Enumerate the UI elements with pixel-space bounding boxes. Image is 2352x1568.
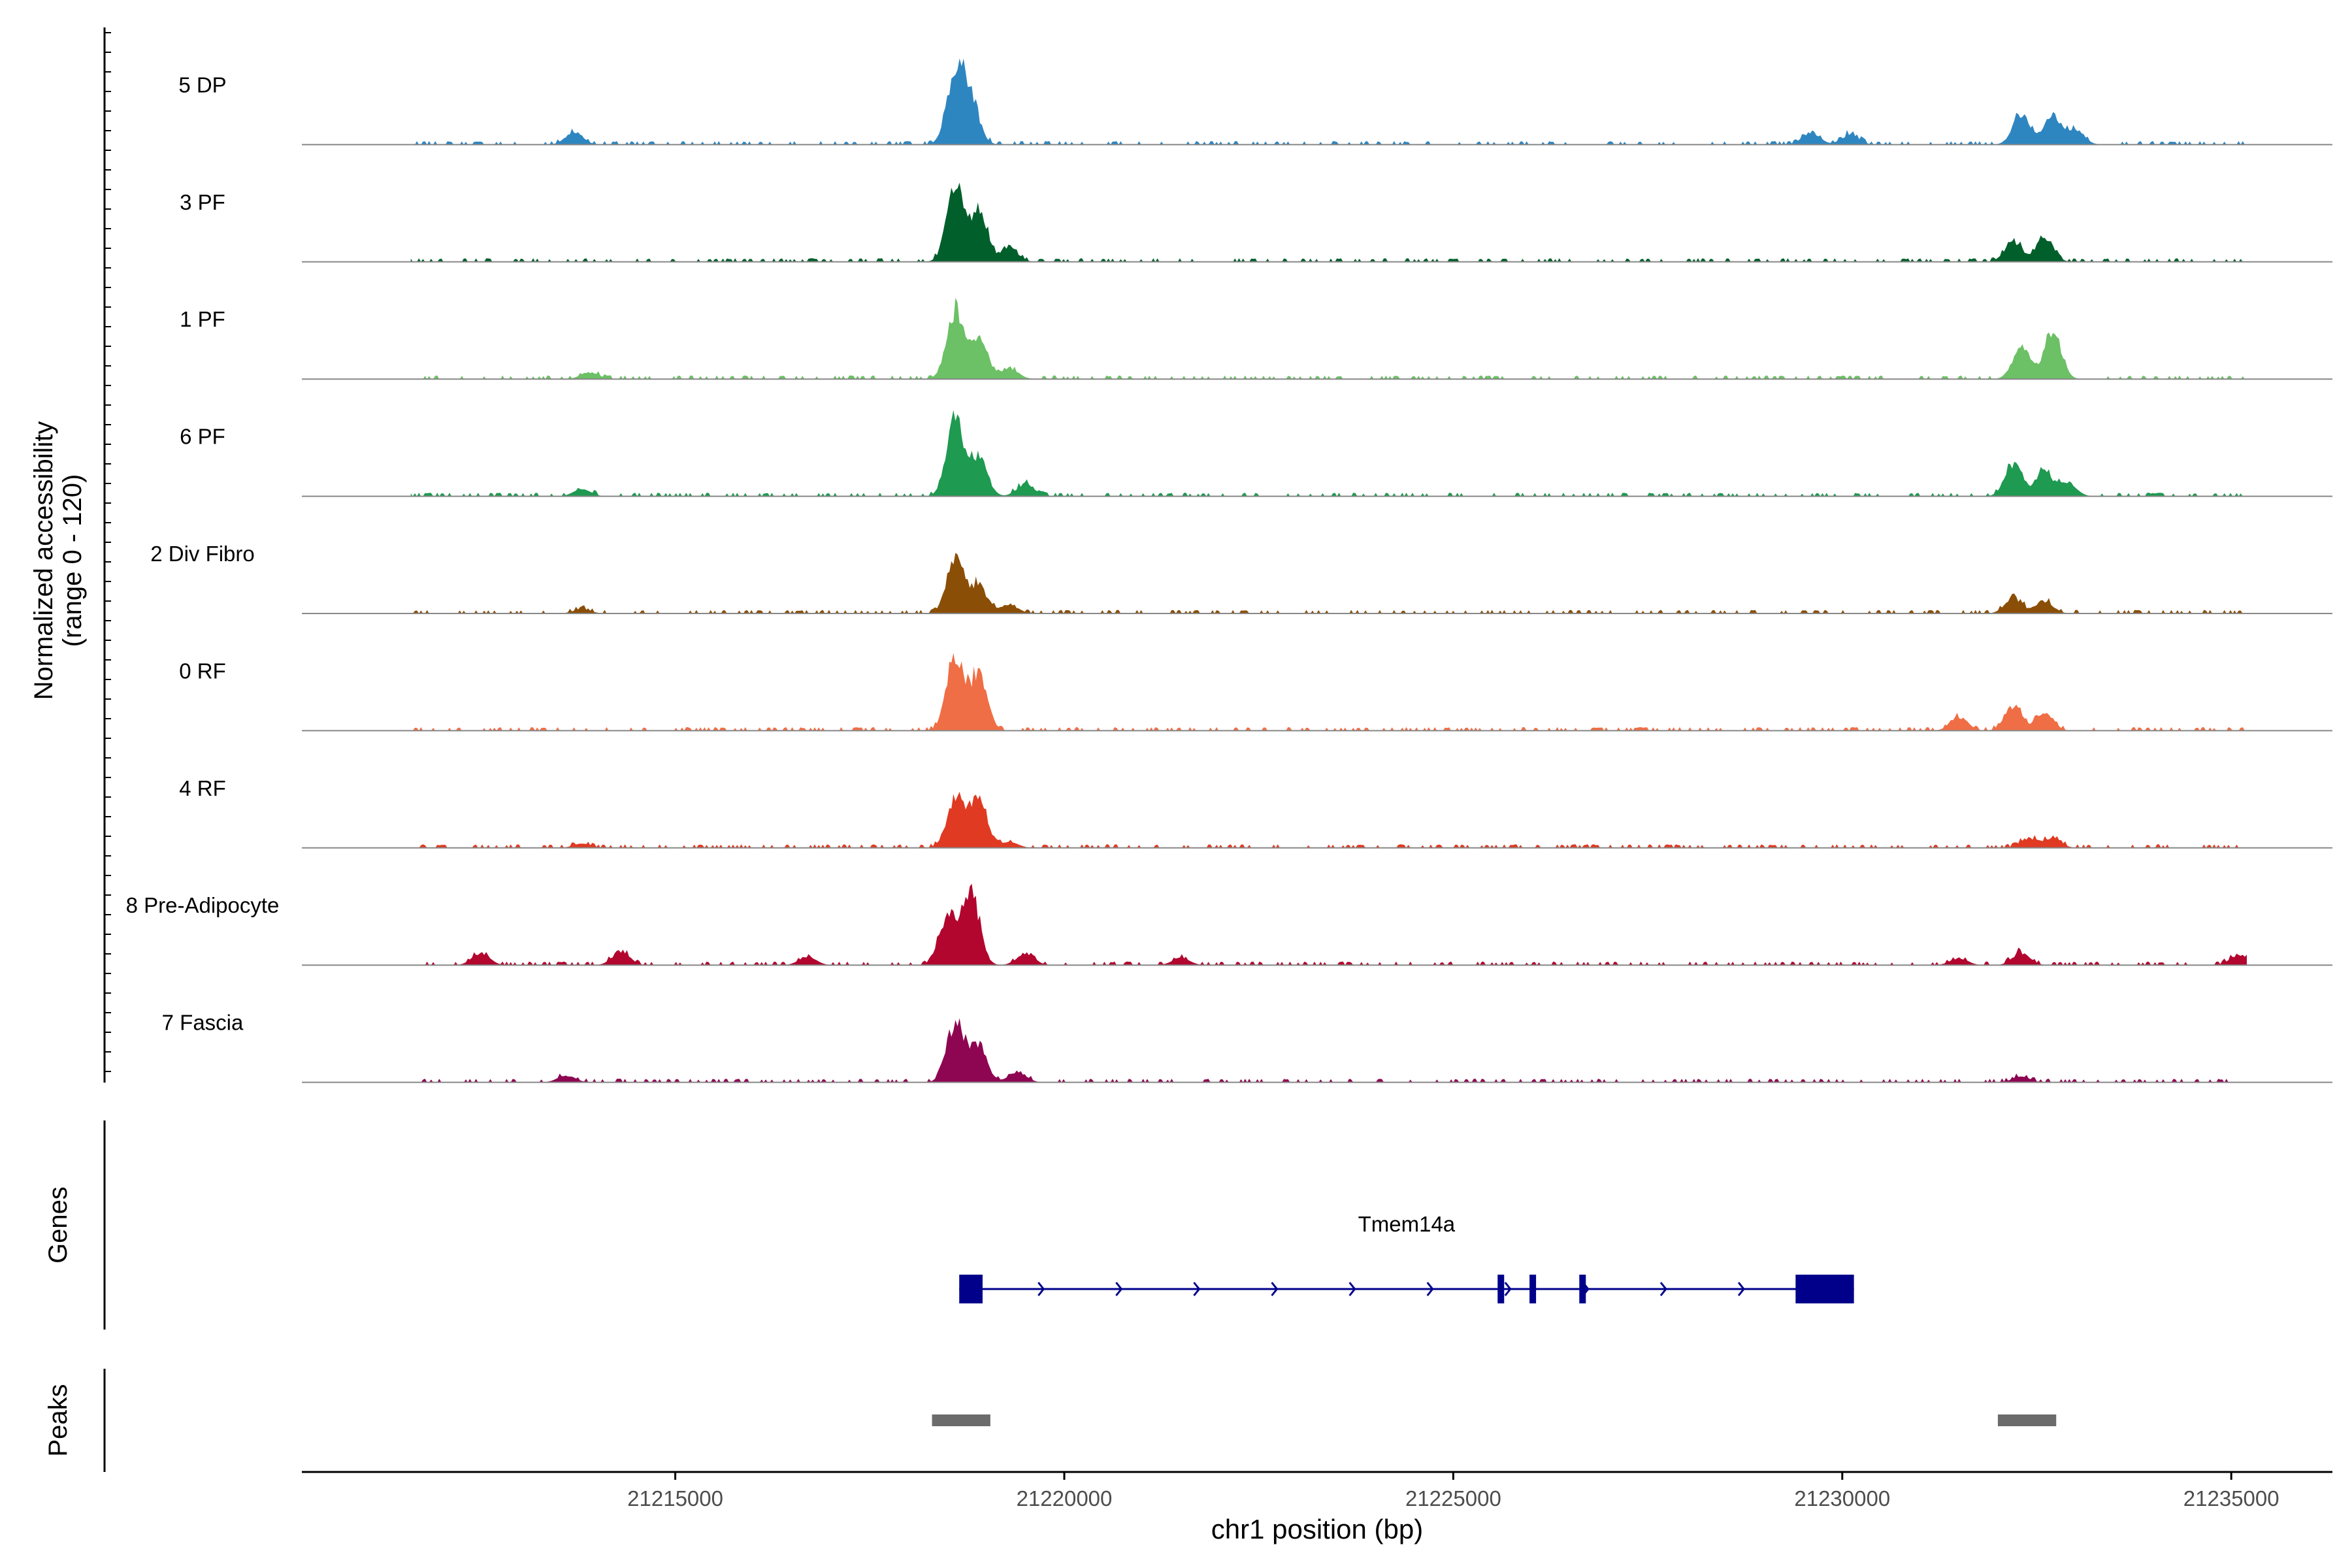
- genes-panel-label: Genes: [44, 1186, 73, 1264]
- strand-arrow: [1659, 1282, 1667, 1296]
- track-4-rf: 4 RF: [179, 776, 2332, 849]
- track-6-pf: 6 PF: [180, 410, 2332, 497]
- track-label: 1 PF: [180, 307, 225, 331]
- coverage-tracks: 5 DP 3 PF 1 PF 6 PF 2 Div Fibro 0 RF 4 RF 8 Pre…: [126, 58, 2332, 1083]
- strand-arrow: [1737, 1282, 1745, 1296]
- track-5-dp: 5 DP: [178, 58, 2332, 146]
- y-axis-sublabel: (range 0 - 120): [58, 474, 87, 647]
- strand-arrow: [1193, 1282, 1201, 1296]
- track-label: 7 Fascia: [162, 1011, 244, 1035]
- track-2-div-fibro: 2 Div Fibro: [150, 542, 2332, 614]
- gene-model: [959, 1275, 1854, 1303]
- y-axis-ticks: [105, 32, 111, 1072]
- track-3-pf: 3 PF: [180, 182, 2332, 263]
- gene-exon: [1497, 1275, 1505, 1303]
- strand-arrow: [1271, 1282, 1279, 1296]
- peak-region: [1997, 1414, 2057, 1426]
- peak-regions: [932, 1414, 2057, 1426]
- peak-region: [932, 1414, 990, 1426]
- gene-exon: [1579, 1275, 1586, 1303]
- coverage-area: [410, 58, 2247, 145]
- track-7-fascia: 7 Fascia: [162, 1011, 2332, 1083]
- coverage-area: [410, 653, 2247, 731]
- coverage-area: [410, 553, 2247, 613]
- x-axis-label: chr1 position (bp): [1211, 1514, 1424, 1544]
- x-tick-label: 21220000: [1017, 1486, 1113, 1511]
- y-axis-label: Normalized accessibility: [29, 421, 58, 700]
- x-tick-label: 21225000: [1405, 1486, 1501, 1511]
- gene-exon: [1795, 1275, 1854, 1303]
- gene-name-label: Tmem14a: [1358, 1212, 1456, 1236]
- track-label: 0 RF: [179, 659, 226, 683]
- coverage-area: [410, 883, 2247, 966]
- coverage-area: [410, 791, 2247, 848]
- peaks-panel-label: Peaks: [44, 1384, 73, 1456]
- coverage-area: [410, 410, 2247, 497]
- x-tick-label: 21235000: [2183, 1486, 2279, 1511]
- track-8-pre-adipocyte: 8 Pre-Adipocyte: [126, 883, 2332, 966]
- track-label: 5 DP: [178, 73, 226, 97]
- x-tick-label: 21215000: [627, 1486, 723, 1511]
- gene-exon: [959, 1275, 983, 1303]
- strand-arrow: [1115, 1282, 1123, 1296]
- strand-arrow: [1504, 1282, 1512, 1296]
- coverage-area: [410, 297, 2247, 380]
- track-label: 4 RF: [179, 776, 226, 800]
- track-0-rf: 0 RF: [179, 653, 2332, 732]
- strand-arrow: [1037, 1282, 1045, 1296]
- strand-arrow: [1348, 1282, 1356, 1296]
- track-label: 8 Pre-Adipocyte: [126, 893, 280, 917]
- coverage-area: [410, 182, 2247, 262]
- x-tick-label: 21230000: [1794, 1486, 1890, 1511]
- x-axis-ticks: 21215000 21220000 21225000 21230000 21235000: [627, 1472, 2279, 1511]
- track-label: 3 PF: [180, 190, 225, 214]
- track-1-pf: 1 PF: [180, 297, 2332, 380]
- gene-exon: [1529, 1275, 1537, 1303]
- track-label: 2 Div Fibro: [150, 542, 255, 566]
- strand-arrow: [1426, 1282, 1434, 1296]
- track-label: 6 PF: [180, 425, 225, 449]
- coverage-area: [410, 1018, 2247, 1083]
